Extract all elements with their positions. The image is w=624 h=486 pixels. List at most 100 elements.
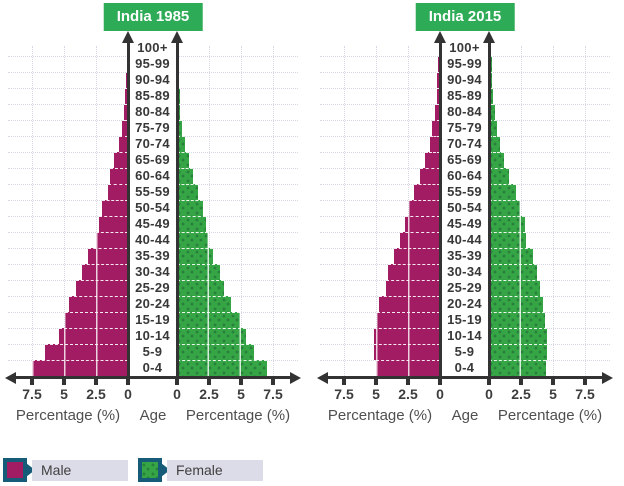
gridline-horizontal [320,104,438,105]
female-axis-arrow-icon [483,31,495,43]
age-label-10-14: 10-14 [135,328,170,343]
gridline-horizontal [179,280,298,281]
xlabel-female: Percentage (%) [185,407,291,424]
legend-item-female: Female [138,457,273,486]
gridline-horizontal [179,56,298,57]
gridline-horizontal [491,120,610,121]
x-axis-tick [519,379,523,385]
bar-male-65-69 [113,152,128,168]
bar-male-35-39 [88,248,128,264]
gridline-horizontal [179,232,298,233]
bar-male-10-14 [374,328,440,344]
gridline-horizontal [8,56,126,57]
ylabel-age: Age [451,407,479,424]
bar-female-25-29 [489,280,541,296]
gridline-horizontal [491,104,610,105]
gridline-horizontal [8,248,126,249]
bar-male-70-74 [429,136,440,152]
age-label-100+: 100+ [449,40,480,55]
gridline-horizontal [320,296,438,297]
gridline-horizontal [491,248,610,249]
bar-female-30-34 [489,264,537,280]
bar-female-55-59 [177,184,199,200]
plot-area-1985: 100+ 95-99 90-94 85-89 80-84 75-79 70-74 65-69 6… [0,0,312,440]
x-axis-tick [207,379,211,385]
x-axis-right-arrow-icon [602,371,613,384]
bar-male-5-9 [374,344,440,360]
bar-male-15-19 [376,312,440,328]
bar-female-25-29 [177,280,225,296]
gridline-horizontal [179,104,298,105]
gridline-horizontal [320,72,438,73]
gridline-horizontal [8,200,126,201]
x-axis-tick [239,379,243,385]
gridline-horizontal [320,56,438,57]
bar-male-50-54 [409,200,440,216]
age-label-70-74: 70-74 [447,136,482,151]
age-label-45-49: 45-49 [447,216,482,231]
bar-female-15-19 [177,312,240,328]
bar-male-0-4 [376,360,440,376]
gridline-horizontal [8,104,126,105]
bar-female-70-74 [489,136,500,152]
bar-male-40-44 [96,232,128,248]
x-tick-label: 0 [485,386,493,402]
bar-male-35-39 [393,248,440,264]
x-tick-label: 7.5 [22,386,42,402]
gridline-horizontal [179,72,298,73]
gridline-horizontal [320,280,438,281]
age-label-45-49: 45-49 [135,216,170,231]
x-tick-label: 5 [60,386,68,402]
female-axis-arrow-icon [171,31,183,43]
bar-female-35-39 [177,248,213,264]
gridline-vertical [585,46,586,376]
gridline-horizontal [8,72,126,73]
bar-female-15-19 [489,312,546,328]
gridline-vertical [521,46,522,376]
bar-female-75-79 [177,120,183,136]
x-axis-tick [374,379,378,385]
bar-female-20-24 [489,296,543,312]
gridline-horizontal [491,56,610,57]
bar-male-85-89 [436,88,440,104]
x-axis-left-arrow-icon [317,371,328,384]
gridline-horizontal [179,120,298,121]
age-label-95-99: 95-99 [135,56,170,71]
bar-female-70-74 [177,136,185,152]
bar-male-60-64 [110,168,128,184]
female-age-axis [175,42,179,379]
age-label-75-79: 75-79 [135,120,170,135]
bar-female-75-79 [489,120,498,136]
bar-male-20-24 [379,296,440,312]
gridline-vertical [344,46,345,376]
age-label-55-59: 55-59 [447,184,482,199]
gridline-horizontal [320,120,438,121]
bar-female-5-9 [489,344,548,360]
male-axis-arrow-icon [434,31,446,43]
x-tick-label: 5 [237,386,245,402]
x-axis-tick [438,379,442,385]
gridline-vertical [64,46,65,376]
age-label-25-29: 25-29 [447,280,482,295]
bar-male-45-49 [98,216,128,232]
x-tick-label: 7.5 [575,386,595,402]
bar-male-75-79 [121,120,128,136]
gridline-vertical [273,46,274,376]
bar-male-25-29 [75,280,128,296]
female-swatch-icon [138,458,162,482]
gridline-horizontal [320,152,438,153]
x-tick-label: 5 [372,386,380,402]
male-axis-arrow-icon [122,31,134,43]
age-label-10-14: 10-14 [447,328,482,343]
gridline-horizontal [8,264,126,265]
bar-female-60-64 [489,168,510,184]
age-label-80-84: 80-84 [135,104,170,119]
age-label-30-34: 30-34 [447,264,482,279]
x-tick-label: 2.5 [86,386,106,402]
age-label-85-89: 85-89 [135,88,170,103]
bar-female-10-14 [489,328,548,344]
xlabel-male: Percentage (%) [327,407,433,424]
gridline-vertical [209,46,210,376]
gridline-horizontal [8,216,126,217]
bar-male-80-84 [434,104,440,120]
